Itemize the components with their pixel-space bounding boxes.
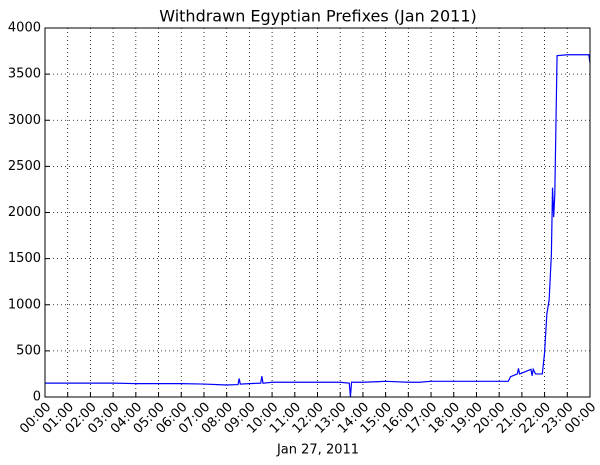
y-tick-label: 1500 (8, 251, 41, 266)
y-tick-label: 4000 (8, 21, 41, 36)
plot-frame (44, 27, 591, 398)
y-tick-label: 3500 (8, 67, 41, 82)
y-tick-label: 0 (33, 390, 41, 405)
y-tick-label: 1000 (8, 297, 41, 312)
y-tick-label: 500 (16, 343, 41, 358)
chart-title: Withdrawn Egyptian Prefixes (Jan 2011) (159, 7, 477, 26)
y-tick-label: 2000 (8, 205, 41, 220)
y-tick-label: 2500 (8, 159, 41, 174)
data-line (45, 54, 591, 398)
x-axis-label: Jan 27, 2011 (276, 443, 359, 458)
y-tick-label: 3000 (8, 113, 41, 128)
